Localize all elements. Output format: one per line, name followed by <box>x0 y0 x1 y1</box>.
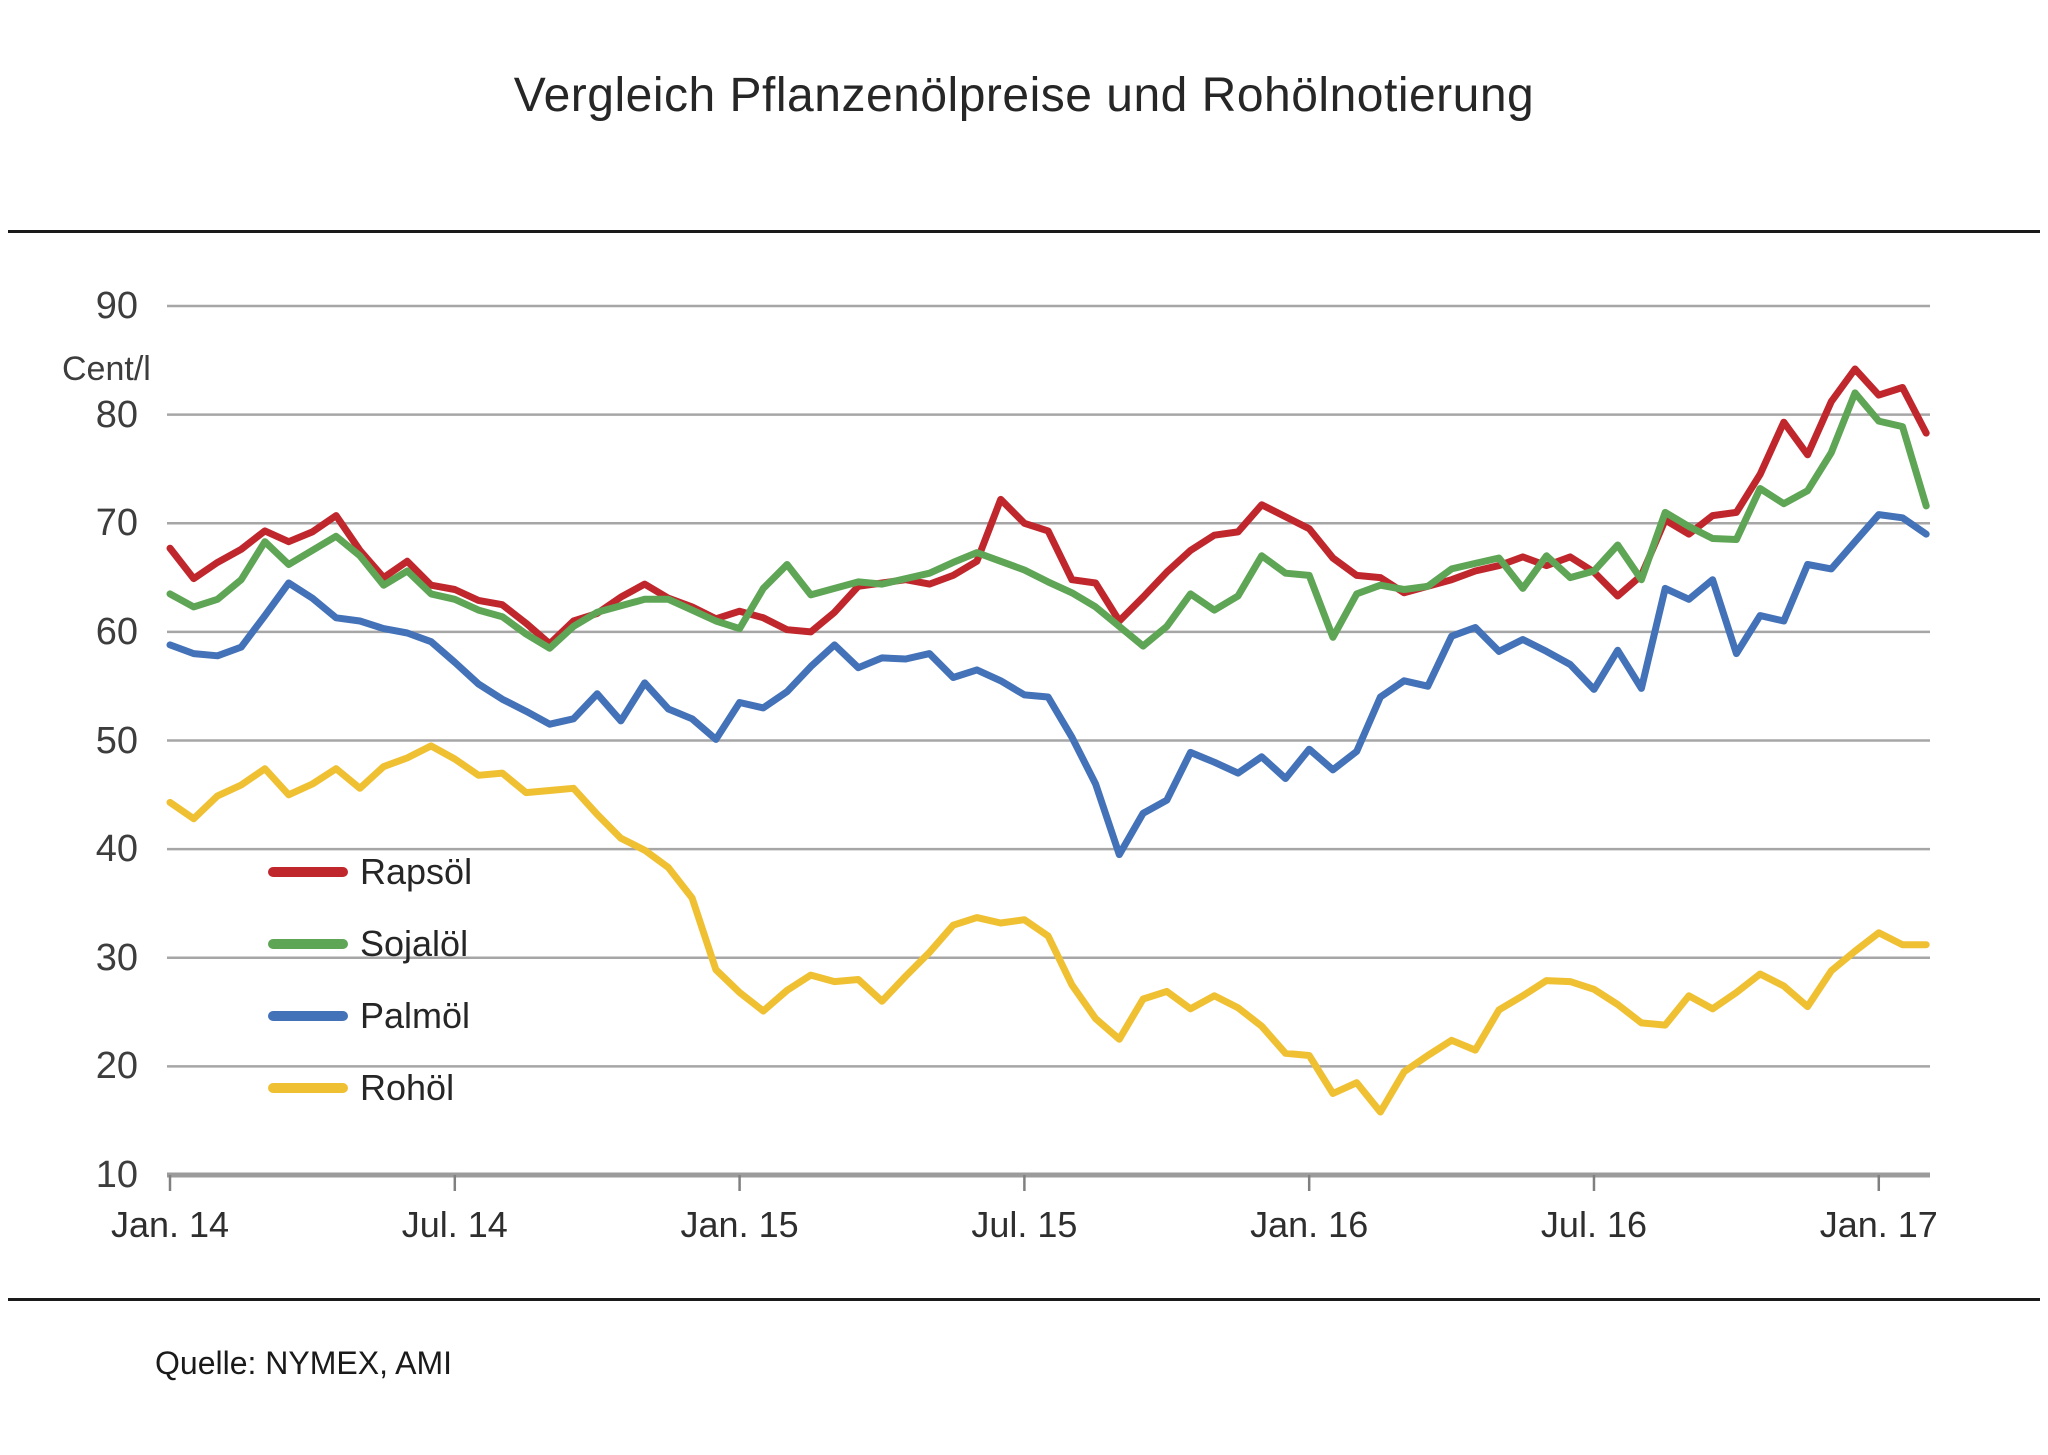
legend-swatch-sojaloel <box>268 939 348 949</box>
legend-item-rapsoel: Rapsöl <box>268 836 472 908</box>
series-line-rapsoel <box>166 365 1930 648</box>
series-line-rohoel <box>166 742 1930 1116</box>
legend-swatch-rohoel <box>268 1083 348 1093</box>
series-line-palmoel <box>166 511 1930 859</box>
legend-label-sojaloel: Sojalöl <box>360 923 469 964</box>
bottom-divider <box>8 1298 2040 1301</box>
top-divider <box>8 230 2040 233</box>
x-tick-label-jan-14: Jan. 14 <box>110 1204 230 1245</box>
x-tick-label-jul-15: Jul. 15 <box>971 1204 1078 1245</box>
y-tick-label-40: 40 <box>95 828 138 871</box>
x-tick-label-jan-17: Jan. 17 <box>1819 1204 1938 1245</box>
chart-title: Vergleich Pflanzenölpreise und Rohölnoti… <box>513 69 1535 122</box>
legend-item-palmoel: Palmöl <box>268 980 472 1052</box>
y-tick-label-30: 30 <box>95 936 138 979</box>
legend-label-rohoel: Rohöl <box>360 1067 455 1108</box>
legend-item-sojaloel: Sojalöl <box>268 908 472 980</box>
y-tick-label-80: 80 <box>95 393 138 436</box>
legend-swatch-rapsoel <box>268 867 348 877</box>
y-axis-unit-label: Cent/l <box>62 350 151 388</box>
series-line-sojaloel <box>166 389 1930 652</box>
source-note: Quelle: NYMEX, AMI <box>155 1345 452 1381</box>
chart-legend: Rapsöl Sojalöl Palmöl Rohöl <box>268 836 472 1124</box>
x-tick-label-jul-14: Jul. 14 <box>401 1204 508 1245</box>
legend-swatch-palmoel <box>268 1011 348 1021</box>
y-tick-label-90: 90 <box>95 285 138 327</box>
y-tick-label-20: 20 <box>95 1045 138 1088</box>
y-tick-label-50: 50 <box>95 719 138 762</box>
legend-label-palmoel: Palmöl <box>360 995 471 1036</box>
y-tick-label-70: 70 <box>95 502 138 545</box>
x-tick-label-jul-16: Jul. 16 <box>1540 1204 1648 1245</box>
legend-label-rapsoel: Rapsöl <box>360 851 473 892</box>
x-tick-label-jan-15: Jan. 15 <box>680 1204 799 1245</box>
y-tick-label-10: 10 <box>95 1154 138 1196</box>
x-tick-label-jan-16: Jan. 16 <box>1250 1204 1369 1245</box>
y-tick-label-60: 60 <box>95 610 138 653</box>
legend-item-rohoel: Rohöl <box>268 1052 472 1124</box>
